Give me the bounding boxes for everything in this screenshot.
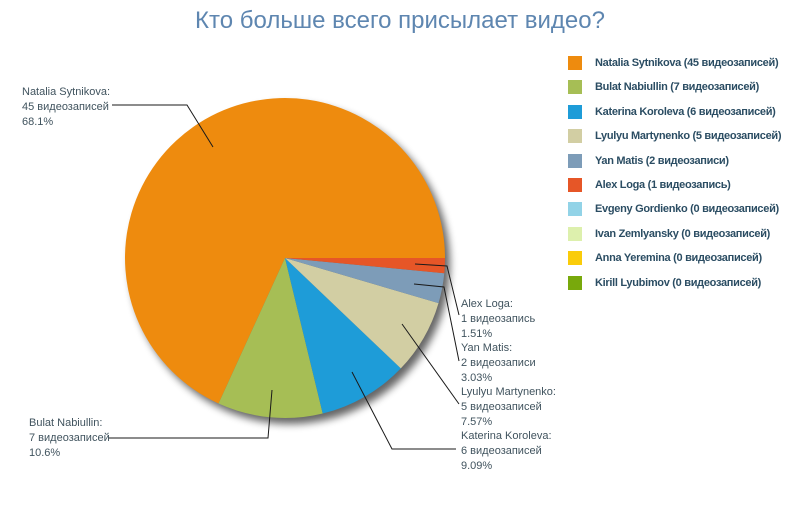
pie-label-4: Lyulyu Martynenko: 5 видеозаписей 7.57% — [461, 385, 556, 430]
callout-name: Yan Matis: — [461, 342, 513, 354]
leader-line — [108, 389, 273, 439]
legend-swatch — [568, 153, 582, 168]
legend-swatch — [568, 56, 582, 70]
legend-label: Evgeny Gordienko (0 видеозаписей) — [595, 203, 779, 216]
legend-swatch — [568, 202, 582, 217]
callout-count: 45 видеозаписей — [22, 101, 109, 113]
callout-percent: 10.6% — [29, 447, 61, 459]
legend: Natalia Sytnikova (45 видеозаписей) Bulat… — [568, 56, 782, 290]
legend-item-1[interactable]: Bulat Nabiullin (7 видеозаписей) — [568, 80, 781, 95]
callout-percent: 68.1% — [22, 116, 54, 128]
legend-item-2[interactable]: Katerina Koroleva (6 видеозаписей) — [568, 104, 781, 119]
pie-slice-alex-loga[interactable] — [285, 258, 445, 274]
legend-item-6[interactable]: Evgeny Gordienko (0 видеозаписей) — [568, 202, 781, 217]
legend-swatch — [568, 226, 582, 241]
legend-swatch — [568, 80, 582, 95]
legend-label: Lyulyu Martynenko (5 видеозаписей) — [595, 130, 782, 143]
legend-item-7[interactable]: Ivan Zemlyansky (0 видеозаписей) — [568, 226, 781, 241]
legend-label: Alex Loga (1 видеозапись) — [595, 178, 731, 191]
legend-swatch — [568, 104, 582, 119]
legend-item-8[interactable]: Anna Yeremina (0 видеозаписей) — [568, 251, 781, 266]
pie-label-1: Bulat Nabiullin: 7 видеозаписей 10.6% — [29, 416, 110, 461]
pie-slice-lyulyu-martynenko[interactable] — [285, 258, 439, 369]
legend-label: Natalia Sytnikova (45 видеозаписей) — [595, 57, 779, 69]
callout-count: 6 видеозаписей — [461, 445, 542, 457]
callout-percent: 7.57% — [461, 416, 493, 428]
legend-label: Kirill Lyubimov (0 видеозаписей) — [595, 276, 762, 289]
legend-swatch — [568, 251, 582, 266]
pie-label-5: Katerina Koroleva: 6 видеозаписей 9.09% — [461, 429, 552, 474]
leader-line — [351, 371, 456, 450]
callout-name: Bulat Nabiullin: — [29, 417, 103, 429]
legend-swatch — [568, 129, 582, 144]
chart-title: Кто больше всего присылает видео? — [195, 7, 605, 34]
callout-name: Natalia Sytnikova: — [22, 86, 111, 98]
pie-label-2: Alex Loga: 1 видеозапись 1.51% — [461, 297, 535, 342]
legend-swatch — [568, 275, 582, 290]
legend-label: Ivan Zemlyansky (0 видеозаписей) — [595, 227, 771, 240]
legend-item-0[interactable]: Natalia Sytnikova (45 видеозаписей) — [568, 56, 781, 70]
leader-line — [401, 323, 460, 405]
legend-item-4[interactable]: Yan Matis (2 видеозаписи) — [568, 153, 781, 168]
legend-swatch — [568, 177, 582, 192]
leader-line — [413, 283, 460, 362]
callout-percent: 9.09% — [461, 460, 493, 472]
pie-label-3: Yan Matis: 2 видеозаписи 3.03% — [461, 341, 536, 386]
pie-slice-natalia-sytnikova[interactable] — [124, 98, 445, 404]
pie-slice-yan-matis[interactable] — [285, 258, 445, 304]
legend-item-5[interactable]: Alex Loga (1 видеозапись) — [568, 177, 781, 192]
callout-name: Alex Loga: — [461, 298, 513, 310]
callout-name: Lyulyu Martynenko: — [461, 386, 556, 398]
legend-label: Katerina Koroleva (6 видеозаписей) — [595, 105, 776, 118]
legend-label: Bulat Nabiullin (7 видеозаписей) — [595, 81, 759, 94]
callout-percent: 3.03% — [461, 372, 493, 384]
legend-item-9[interactable]: Kirill Lyubimov (0 видеозаписей) — [568, 275, 781, 290]
callout-count: 5 видеозаписей — [461, 401, 542, 413]
callout-count: 2 видеозаписи — [461, 357, 536, 369]
pie-slice-katerina-koroleva[interactable] — [285, 258, 401, 414]
legend-item-3[interactable]: Lyulyu Martynenko (5 видеозаписей) — [568, 129, 782, 144]
callout-percent: 1.51% — [461, 328, 493, 340]
leader-line — [112, 104, 214, 148]
legend-label: Anna Yeremina (0 видеозаписей) — [595, 252, 762, 265]
callout-count: 1 видеозапись — [461, 313, 536, 325]
pie-label-0: Natalia Sytnikova: 45 видеозаписей 68.1% — [22, 85, 110, 130]
leader-line — [414, 263, 460, 316]
legend-label: Yan Matis (2 видеозаписи) — [595, 154, 729, 167]
callout-count: 7 видеозаписей — [29, 432, 110, 444]
callout-name: Katerina Koroleva: — [461, 430, 552, 442]
pie-slice-bulat-nabiullin[interactable] — [218, 258, 323, 419]
